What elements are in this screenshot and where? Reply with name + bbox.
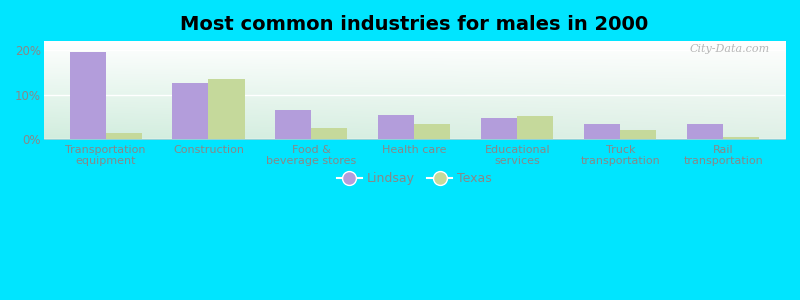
Bar <box>723 137 759 139</box>
Bar <box>687 124 723 139</box>
Bar <box>482 118 518 139</box>
Bar <box>311 128 347 139</box>
Bar <box>106 133 142 139</box>
Legend: Lindsay, Texas: Lindsay, Texas <box>332 167 497 190</box>
Bar <box>173 83 209 139</box>
Bar <box>275 110 311 139</box>
Bar <box>620 130 656 139</box>
Text: City-Data.com: City-Data.com <box>690 44 770 54</box>
Bar <box>414 124 450 139</box>
Bar <box>209 79 245 139</box>
Bar <box>518 116 554 139</box>
Bar <box>378 115 414 139</box>
Title: Most common industries for males in 2000: Most common industries for males in 2000 <box>180 15 649 34</box>
Bar <box>584 124 620 139</box>
Bar <box>70 52 106 139</box>
